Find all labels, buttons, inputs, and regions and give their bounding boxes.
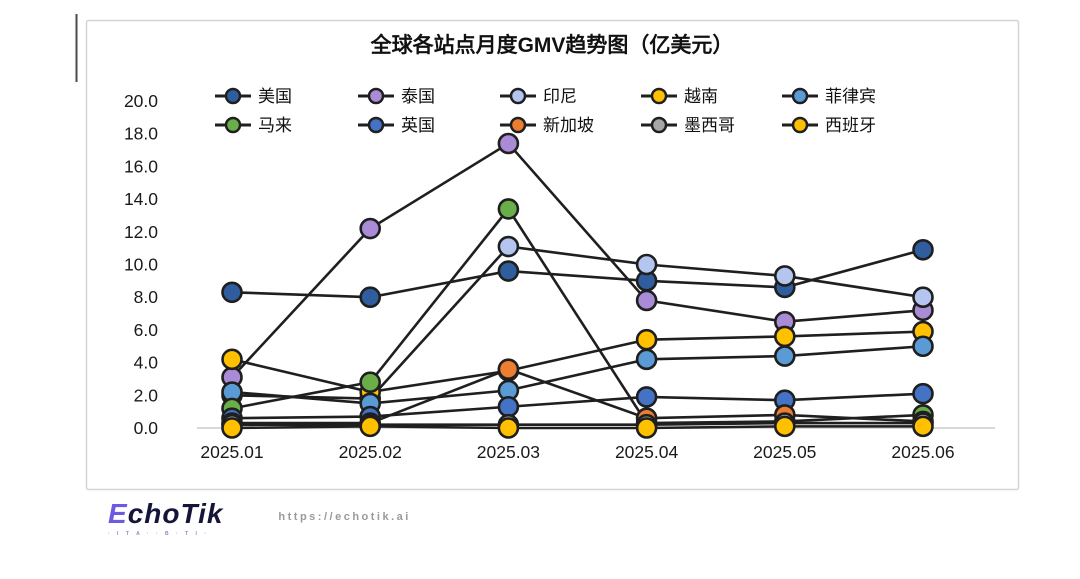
data-point-西班牙-2025.02: [359, 415, 382, 438]
series-line-菲律宾: [231, 344, 924, 405]
legend-label-西班牙: 西班牙: [825, 116, 876, 135]
data-point-美国-2025.02: [359, 286, 382, 309]
y-tick-label-4.0: 4.0: [134, 353, 159, 373]
y-tick-label-12.0: 12.0: [124, 222, 158, 242]
data-point-英国-2025.03: [497, 395, 520, 418]
legend-item-马来[interactable]: 马来: [215, 116, 292, 135]
chart-title: 全球各站点月度GMV趋势图（亿美元）: [370, 33, 734, 57]
legend-marker-西班牙: [791, 116, 809, 134]
legend-item-泰国[interactable]: 泰国: [358, 87, 435, 106]
series-line-泰国: [231, 141, 924, 379]
data-point-印尼-2025.06: [912, 286, 934, 309]
data-point-泰国-2025.02: [359, 217, 382, 240]
data-point-美国-2025.01: [221, 281, 243, 304]
series-line-墨西哥: [232, 421, 923, 427]
legend-marker-菲律宾: [791, 87, 809, 105]
data-point-越南-2025.04: [635, 328, 658, 351]
legend-item-西班牙[interactable]: 西班牙: [782, 116, 876, 135]
data-point-泰国-2025.04: [635, 289, 658, 312]
y-tick-label-20.0: 20.0: [124, 91, 158, 111]
legend-label-新加坡: 新加坡: [543, 116, 594, 135]
legend-item-英国[interactable]: 英国: [358, 116, 435, 135]
data-point-西班牙-2025.04: [635, 417, 658, 439]
data-point-美国-2025.06: [912, 238, 934, 261]
x-tick-label-2025.03: 2025.03: [477, 442, 540, 462]
legend-marker-新加坡: [509, 116, 527, 134]
x-tick-label-2025.01: 2025.01: [200, 442, 263, 462]
legend-marker-美国: [224, 87, 242, 105]
legend-label-马来: 马来: [258, 116, 292, 135]
echotik-logo-text: EchoTik: [108, 500, 223, 528]
site-url-link[interactable]: https://echotik.ai: [278, 510, 411, 523]
x-tick-label-2025.04: 2025.04: [615, 442, 679, 462]
legend-label-越南: 越南: [684, 87, 718, 106]
series-line-英国: [231, 392, 924, 420]
footer: EchoTik · I T A · · B · T I · https://ec…: [108, 500, 411, 538]
y-tick-label-2.0: 2.0: [134, 385, 159, 405]
legend-label-美国: 美国: [258, 87, 292, 106]
legend-marker-英国: [367, 116, 385, 134]
y-tick-label-18.0: 18.0: [124, 124, 158, 144]
data-point-马来-2025.03: [497, 198, 520, 220]
data-point-菲律宾-2025.04: [635, 348, 658, 371]
legend-marker-越南: [650, 87, 668, 105]
legend-label-墨西哥: 墨西哥: [684, 116, 735, 135]
legend-item-新加坡[interactable]: 新加坡: [500, 116, 594, 135]
legend-marker-墨西哥: [650, 116, 668, 134]
data-point-西班牙-2025.06: [912, 415, 934, 438]
y-tick-label-0.0: 0.0: [134, 418, 159, 438]
data-point-泰国-2025.03: [497, 132, 520, 155]
y-tick-label-14.0: 14.0: [124, 189, 158, 209]
x-tick-label-2025.02: 2025.02: [339, 442, 402, 462]
echotik-logo[interactable]: EchoTik · I T A · · B · T I ·: [108, 500, 223, 538]
x-tick-label-2025.06: 2025.06: [891, 442, 954, 462]
series-line-西班牙: [231, 425, 923, 430]
data-point-英国-2025.06: [912, 382, 934, 405]
data-point-印尼-2025.03: [497, 235, 520, 258]
legend-label-印尼: 印尼: [543, 87, 577, 106]
data-point-越南-2025.05: [773, 325, 796, 348]
y-tick-label-16.0: 16.0: [124, 156, 158, 176]
legend-item-印尼[interactable]: 印尼: [500, 87, 577, 106]
y-tick-label-10.0: 10.0: [124, 255, 158, 275]
y-tick-label-6.0: 6.0: [134, 320, 159, 340]
chart-border: [85, 19, 1020, 491]
data-point-菲律宾-2025.06: [912, 335, 934, 358]
legend-label-菲律宾: 菲律宾: [825, 87, 876, 106]
y-tick-label-8.0: 8.0: [134, 287, 159, 307]
data-point-英国-2025.04: [635, 386, 658, 408]
x-tick-label-2025.05: 2025.05: [753, 442, 816, 462]
series-line-马来: [231, 206, 924, 425]
legend-marker-印尼: [509, 87, 527, 105]
legend-item-越南[interactable]: 越南: [641, 87, 718, 106]
legend-marker-泰国: [367, 87, 385, 105]
legend-marker-马来: [224, 116, 242, 134]
series-line-新加坡: [232, 367, 924, 425]
data-point-印尼-2025.04: [635, 253, 658, 276]
data-point-马来-2025.02: [359, 371, 382, 394]
legend-item-墨西哥[interactable]: 墨西哥: [641, 116, 735, 135]
data-point-西班牙-2025.01: [221, 417, 243, 439]
logo-tagline: · I T A · · B · T I ·: [108, 531, 209, 537]
logo-letter-e: E: [108, 498, 128, 529]
legend-item-美国[interactable]: 美国: [215, 87, 292, 106]
data-point-越南-2025.01: [221, 348, 243, 371]
data-point-西班牙-2025.05: [773, 415, 796, 438]
data-point-新加坡-2025.03: [497, 358, 520, 380]
legend-label-泰国: 泰国: [401, 87, 435, 106]
series-line-印尼: [231, 245, 924, 400]
legend-label-英国: 英国: [401, 116, 435, 135]
data-point-西班牙-2025.03: [497, 417, 520, 439]
data-point-印尼-2025.05: [773, 265, 796, 287]
legend-item-菲律宾[interactable]: 菲律宾: [782, 87, 876, 106]
logo-rest: choTik: [127, 498, 224, 529]
series-line-美国: [231, 248, 924, 299]
data-point-菲律宾-2025.05: [773, 345, 796, 367]
data-point-美国-2025.03: [497, 260, 520, 282]
